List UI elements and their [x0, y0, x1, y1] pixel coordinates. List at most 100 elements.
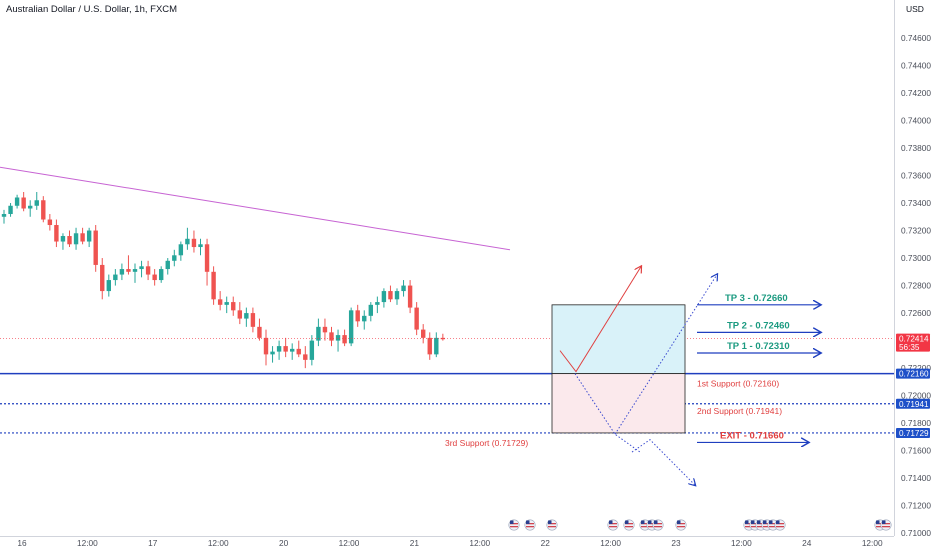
candle-body[interactable] [159, 269, 164, 281]
candle-body[interactable] [388, 291, 393, 300]
candle-body[interactable] [440, 337, 446, 340]
candle-body[interactable] [139, 266, 144, 270]
time-axis[interactable] [0, 536, 894, 551]
candle-body[interactable] [375, 302, 380, 305]
candle-body[interactable] [322, 326, 328, 333]
candle-body[interactable] [368, 304, 373, 316]
candle-body[interactable] [335, 335, 341, 341]
candle-body[interactable] [316, 326, 321, 341]
candle-body[interactable] [362, 315, 367, 322]
candle-body[interactable] [47, 219, 53, 226]
candle-body[interactable] [8, 205, 13, 215]
candle-body[interactable] [211, 271, 216, 300]
candle-body[interactable] [100, 264, 105, 292]
candle-body[interactable] [309, 340, 315, 360]
candle-body[interactable] [342, 335, 347, 344]
candle-body[interactable] [394, 291, 400, 300]
economic-event-icon[interactable] [607, 519, 619, 531]
price-axis[interactable] [894, 0, 932, 536]
flag-stripe-icon [769, 523, 777, 525]
candle-body[interactable] [80, 233, 85, 242]
candle-body[interactable] [348, 310, 354, 344]
candle-body[interactable] [250, 313, 256, 327]
candle-body[interactable] [283, 346, 288, 352]
candle-body[interactable] [113, 274, 118, 281]
time-tick-label: 23 [671, 538, 681, 548]
candle-body[interactable] [73, 233, 79, 245]
take-profit-label: TP 2 - 0.72460 [727, 320, 790, 331]
flag-canton-icon [625, 520, 629, 524]
candle-body[interactable] [41, 200, 46, 220]
bearish-scenario-arrow[interactable] [631, 439, 695, 485]
economic-event-icon[interactable] [508, 519, 520, 531]
candle-body[interactable] [93, 230, 98, 265]
candle-body[interactable] [198, 244, 203, 248]
candle-body[interactable] [401, 285, 406, 292]
flag-canton-icon [776, 520, 780, 524]
candle-body[interactable] [270, 351, 275, 355]
candle-body[interactable] [67, 236, 72, 245]
candle-body[interactable] [28, 205, 33, 209]
economic-event-icon[interactable] [546, 519, 558, 531]
flag-stripe-icon [648, 523, 656, 525]
candle-body[interactable] [414, 307, 419, 330]
candle-body[interactable] [296, 348, 301, 355]
profit-zone[interactable] [551, 304, 686, 375]
time-tick-label: 12:00 [862, 538, 883, 548]
candle-body[interactable] [14, 197, 20, 206]
time-tick-label: 17 [148, 538, 158, 548]
candle-body[interactable] [152, 274, 157, 281]
recovery-path[interactable] [614, 275, 717, 435]
candle-body[interactable] [21, 197, 26, 209]
candle-body[interactable] [224, 302, 229, 305]
flag-stripe-icon [609, 523, 617, 525]
candle-body[interactable] [263, 337, 269, 355]
loss-zone[interactable] [551, 373, 686, 434]
candle-body[interactable] [204, 244, 210, 272]
candle-body[interactable] [172, 255, 177, 261]
candle-body[interactable] [185, 238, 190, 245]
candle-body[interactable] [244, 313, 249, 319]
candle-body[interactable] [257, 326, 262, 338]
price-tick-label: 0.71400 [901, 473, 931, 483]
economic-event-icon[interactable] [774, 519, 786, 531]
candle-body[interactable] [290, 348, 295, 352]
candle-body[interactable] [145, 266, 151, 275]
candle-body[interactable] [165, 260, 170, 270]
candle-body[interactable] [126, 269, 131, 272]
candle-body[interactable] [231, 302, 236, 311]
economic-event-icon[interactable] [880, 519, 892, 531]
economic-event-icon[interactable] [675, 519, 687, 531]
candle-body[interactable] [434, 337, 439, 355]
candle-body[interactable] [421, 329, 426, 338]
candle-body[interactable] [86, 230, 92, 242]
candle-body[interactable] [237, 310, 242, 319]
flag-stripe-icon [769, 526, 777, 528]
candle-body[interactable] [355, 310, 360, 322]
candle-body[interactable] [1, 214, 7, 217]
candle-body[interactable] [132, 269, 138, 272]
candle-body[interactable] [178, 244, 184, 256]
candle-body[interactable] [34, 200, 39, 206]
bullish-scenario-arrow[interactable] [559, 267, 641, 373]
economic-event-icon[interactable] [652, 519, 664, 531]
candle-body[interactable] [191, 238, 197, 248]
candle-body[interactable] [106, 280, 111, 292]
candle-body[interactable] [407, 285, 413, 308]
flag-canton-icon [876, 520, 880, 524]
economic-event-icon[interactable] [524, 519, 536, 531]
candle-body[interactable] [119, 269, 125, 275]
candle-body[interactable] [303, 354, 308, 360]
candle-body[interactable] [329, 332, 334, 341]
candle-body[interactable] [54, 225, 59, 242]
economic-event-icon[interactable] [623, 519, 635, 531]
candle-body[interactable] [276, 346, 282, 352]
flag-stripe-icon [510, 523, 518, 525]
candle-body[interactable] [217, 299, 223, 305]
price-tick-label: 0.74000 [901, 115, 931, 125]
candle-body[interactable] [381, 291, 387, 303]
flag-stripe-icon [745, 523, 753, 525]
candle-body[interactable] [60, 236, 66, 242]
candle-body[interactable] [427, 337, 432, 355]
